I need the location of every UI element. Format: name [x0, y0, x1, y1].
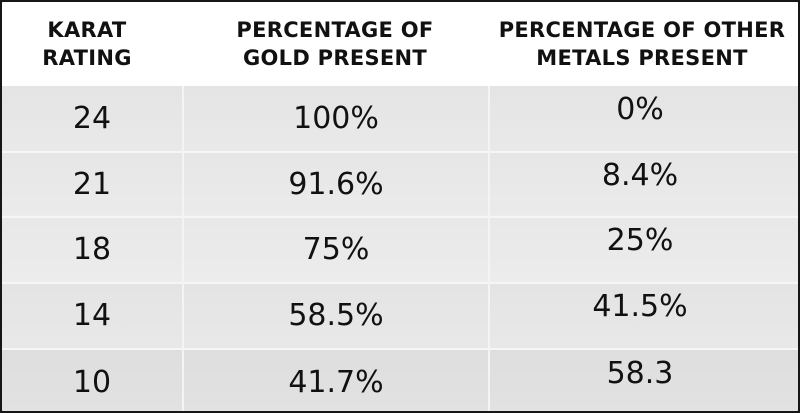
table-header: KARAT RATING PERCENTAGE OF GOLD PRESENT … [2, 2, 798, 86]
other-metals-percentage-cell: 8.4% [601, 158, 679, 193]
other-metals-percentage-cell: 25% [606, 223, 674, 258]
table-row: 10 41.7% 58.3 [2, 349, 798, 411]
row-divider [2, 151, 798, 153]
other-metals-percentage-cell: 41.5% [592, 289, 688, 324]
karat-cell: 24 [72, 101, 112, 136]
row-divider [2, 216, 798, 218]
header-percentage-other-metals: PERCENTAGE OF OTHER METALS PRESENT [498, 18, 786, 70]
table-row: 21 91.6% 8.4% [2, 152, 798, 217]
gold-percentage-cell: 100% [293, 101, 379, 136]
column-divider [182, 86, 184, 411]
other-metals-percentage-cell: 58.3 [606, 355, 674, 391]
gold-percentage-cell: 41.7% [288, 364, 384, 400]
table-row: 18 75% 25% [2, 217, 798, 282]
header-percentage-gold: PERCENTAGE OF GOLD PRESENT [236, 18, 434, 70]
karat-cell: 18 [72, 232, 112, 267]
gold-percentage-cell: 75% [302, 232, 370, 267]
row-divider [2, 282, 798, 284]
karat-cell: 10 [72, 364, 112, 400]
header-karat-rating: KARAT RATING [42, 18, 132, 70]
column-divider [488, 86, 490, 411]
table-row: 14 58.5% 41.5% [2, 283, 798, 348]
gold-percentage-cell: 58.5% [288, 298, 384, 333]
gold-percentage-cell: 91.6% [288, 167, 384, 202]
table-row: 24 100% 0% [2, 86, 798, 151]
other-metals-percentage-cell: 0% [616, 92, 664, 127]
karat-cell: 14 [72, 298, 112, 333]
karat-cell: 21 [72, 167, 112, 202]
row-divider [2, 348, 798, 350]
